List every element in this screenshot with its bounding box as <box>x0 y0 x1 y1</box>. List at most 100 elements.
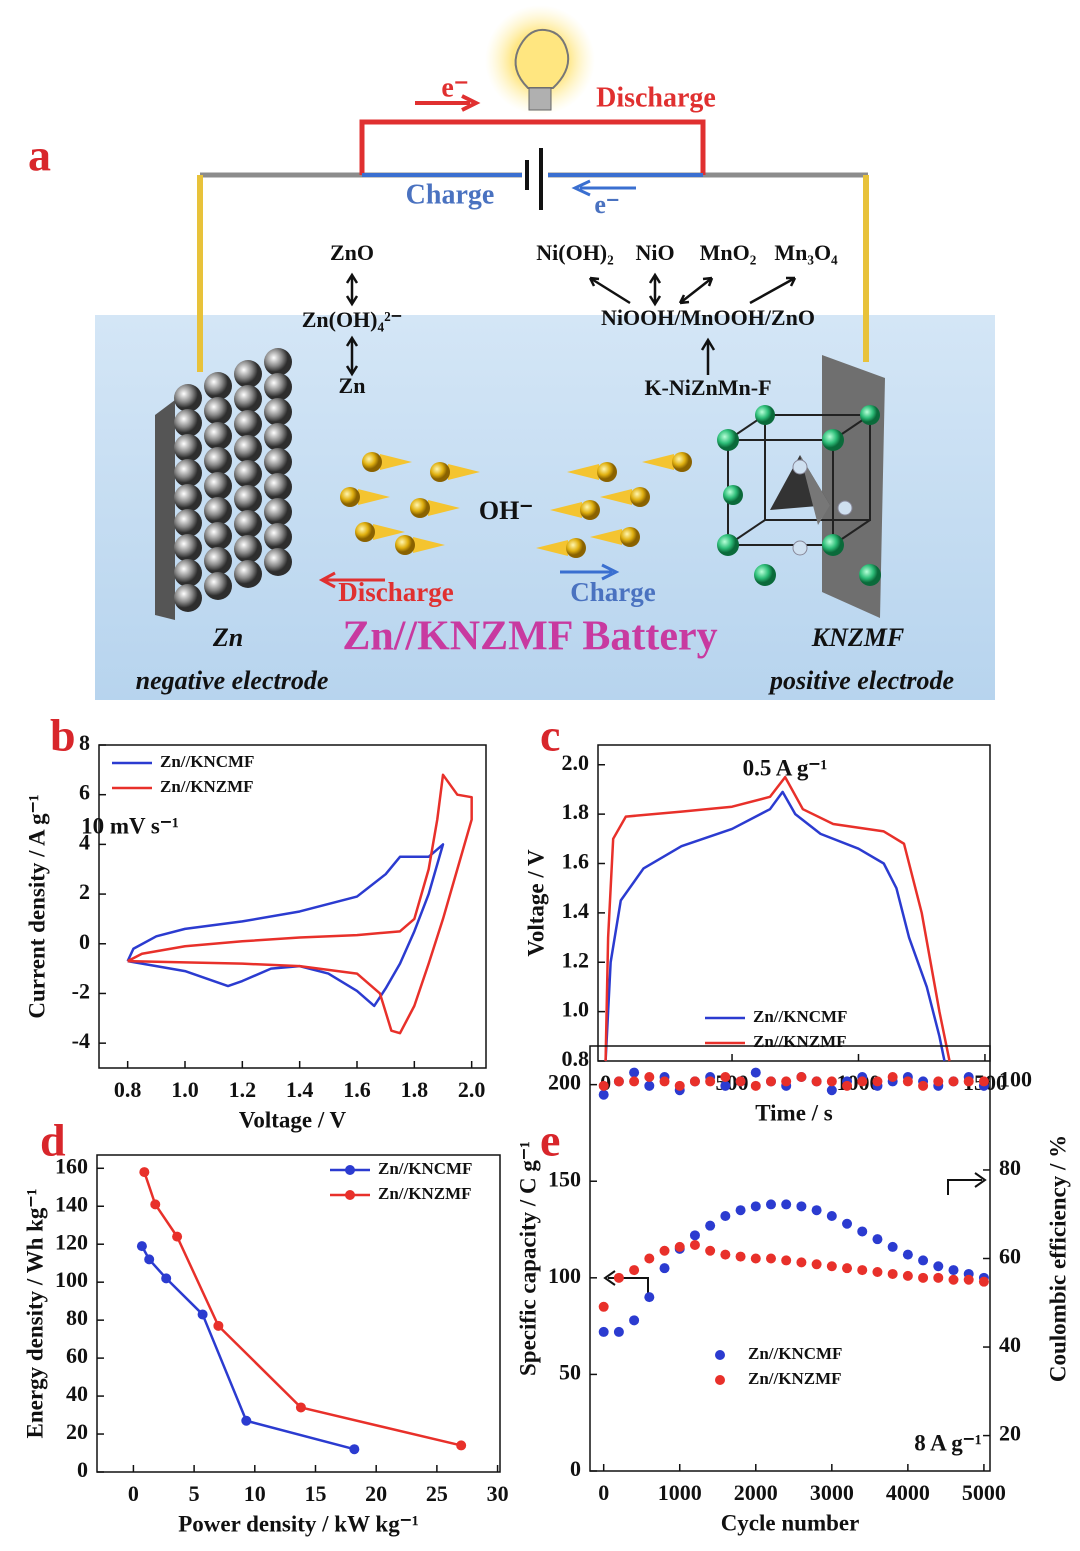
discharge-circuit <box>359 119 706 175</box>
data-point <box>735 1076 746 1087</box>
data-point <box>811 1205 822 1216</box>
ion <box>580 500 600 520</box>
x-tick-label: 25 <box>426 1481 448 1506</box>
data-point <box>857 1226 868 1237</box>
atom <box>792 540 808 556</box>
sphere <box>264 423 292 451</box>
x-tick-label: 30 <box>487 1481 509 1506</box>
ion-arrow <box>536 540 568 556</box>
data-point <box>349 1444 360 1455</box>
data-point <box>674 1080 685 1091</box>
y-axis-label: Specific capacity / C g⁻¹ <box>515 1141 540 1376</box>
x-axis-label: Voltage / V <box>239 1107 347 1132</box>
zn-electrode-edge <box>155 400 175 620</box>
sphere <box>204 447 232 475</box>
y2-tick-label: 20 <box>999 1421 1021 1446</box>
data-point <box>735 1205 746 1216</box>
arrow <box>345 335 359 377</box>
sphere <box>264 523 292 551</box>
data-point <box>720 1249 731 1260</box>
data-point <box>456 1440 467 1451</box>
species: NiOOH/MnOOH/ZnO <box>601 305 815 330</box>
ion-arrow <box>590 529 622 545</box>
y-tick-label: 40 <box>66 1381 88 1406</box>
ion-arrow <box>448 464 480 480</box>
sphere <box>234 410 262 438</box>
species: K-NiZnMn-F <box>644 375 771 400</box>
y-tick-label: 0 <box>79 929 90 954</box>
data-point <box>781 1255 792 1266</box>
sphere <box>234 385 262 413</box>
reaction-arrows <box>345 272 797 377</box>
data-point <box>872 1234 883 1245</box>
atom <box>723 485 743 505</box>
data-point <box>644 1080 655 1091</box>
data-point <box>598 1080 609 1091</box>
series-line <box>604 775 951 1062</box>
data-point <box>811 1076 822 1087</box>
sphere <box>264 398 292 426</box>
sphere <box>234 485 262 513</box>
data-point <box>750 1201 761 1212</box>
atom <box>859 564 881 586</box>
data-point <box>629 1076 640 1087</box>
data-point <box>857 1076 868 1087</box>
data-point <box>613 1272 624 1283</box>
sphere <box>264 373 292 401</box>
y-tick-label: 4 <box>79 829 90 854</box>
y2-tick-label: 80 <box>999 1155 1021 1180</box>
x-tick-label: 0 <box>598 1480 609 1505</box>
ion <box>672 452 692 472</box>
data-point <box>902 1076 913 1087</box>
y-tick-label: 2.0 <box>562 750 590 775</box>
panel-label: c <box>540 710 560 761</box>
atom <box>755 405 775 425</box>
y-axis-label: Voltage / V <box>523 849 548 957</box>
sphere <box>174 484 202 512</box>
sphere <box>174 559 202 587</box>
data-point <box>963 1274 974 1285</box>
sphere <box>204 572 232 600</box>
ion-arrow <box>642 454 674 470</box>
ion <box>566 538 586 558</box>
data-point <box>613 1076 624 1087</box>
ions <box>340 452 692 558</box>
legend-symbol <box>345 1165 355 1175</box>
sphere <box>264 548 292 576</box>
arrow <box>588 276 631 305</box>
panel-label: a <box>28 130 51 181</box>
data-point <box>172 1231 183 1242</box>
charge-label: Charge <box>570 577 655 607</box>
crystal-atoms <box>717 405 881 586</box>
data-point <box>887 1268 898 1279</box>
plot-frame <box>597 744 991 1062</box>
electrode-role: negative electrode <box>136 666 329 695</box>
discharge-label: Discharge <box>596 82 716 113</box>
data-point <box>826 1261 837 1272</box>
data-point <box>705 1245 716 1256</box>
data-point <box>659 1263 670 1274</box>
atom <box>717 534 739 556</box>
data-point <box>644 1253 655 1264</box>
y-tick-label: 140 <box>55 1191 88 1216</box>
y-tick-label: 20 <box>66 1419 88 1444</box>
species: Zn <box>339 373 366 398</box>
y-tick-label: 1.4 <box>562 898 590 923</box>
sphere <box>204 547 232 575</box>
data-point <box>750 1067 761 1078</box>
sphere <box>204 522 232 550</box>
arrow <box>648 272 662 307</box>
ion-arrow <box>428 500 460 516</box>
data-point <box>241 1415 252 1426</box>
data-point <box>150 1199 161 1210</box>
data-point <box>872 1267 883 1278</box>
data-point <box>689 1076 700 1087</box>
octahedron <box>800 455 830 525</box>
ion <box>597 462 617 482</box>
x-tick-label: 1.2 <box>229 1077 257 1102</box>
y-tick-label: 100 <box>548 1263 581 1288</box>
sphere <box>234 535 262 563</box>
sphere <box>264 498 292 526</box>
ion-arrow <box>567 464 599 480</box>
sphere <box>204 472 232 500</box>
